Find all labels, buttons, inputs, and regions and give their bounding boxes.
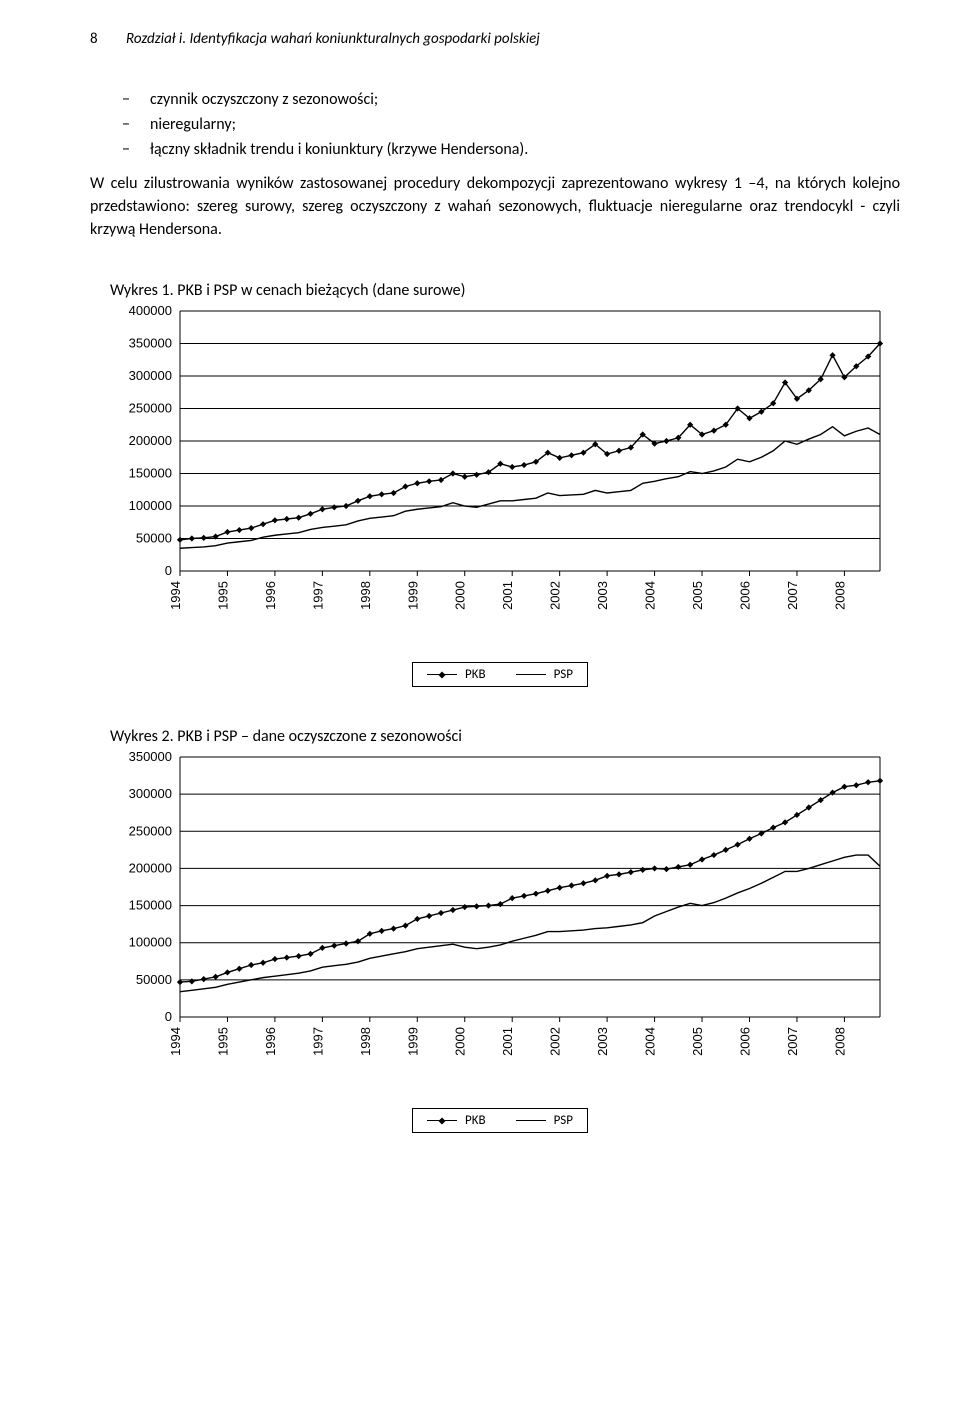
running-head: 8 Rozdział i. Identyfikacja wahań koniun… [90,30,900,48]
chart2-legend: PKB PSP [110,1108,890,1133]
svg-text:2002: 2002 [548,581,563,610]
svg-text:1994: 1994 [168,1027,183,1056]
svg-text:2005: 2005 [690,1027,705,1056]
svg-text:2008: 2008 [832,581,847,610]
svg-text:0: 0 [165,563,172,578]
page-number: 8 [90,30,98,48]
bullet-item: nieregularny; [150,113,900,136]
chart1-title: Wykres 1. PKB i PSP w cenach bieżących (… [110,281,900,300]
svg-text:50000: 50000 [136,972,172,987]
chart2-title: Wykres 2. PKB i PSP – dane oczyszczone z… [110,727,900,746]
chart2-svg: 0 50000 100000 150000 200000 250000 300000 3500… [110,752,890,1102]
legend-pkb: PKB [427,1113,486,1128]
svg-text:150000: 150000 [129,466,172,481]
svg-text:1994: 1994 [168,581,183,610]
svg-text:1999: 1999 [405,1027,420,1056]
svg-text:0: 0 [165,1009,172,1024]
legend-line-icon [516,674,546,675]
svg-text:2004: 2004 [643,1027,658,1056]
svg-text:2001: 2001 [500,581,515,610]
svg-text:350000: 350000 [129,752,172,764]
svg-text:250000: 250000 [129,401,172,416]
svg-text:1997: 1997 [310,1027,325,1056]
svg-text:200000: 200000 [129,861,172,876]
paragraph: W celu zilustrowania wyników zastosowane… [90,172,900,242]
legend-psp: PSP [516,1113,573,1128]
bullet-item: łączny składnik trendu i koniunktury (kr… [150,138,900,161]
svg-text:2000: 2000 [453,1027,468,1056]
legend-label: PKB [465,1113,486,1128]
svg-text:2000: 2000 [453,581,468,610]
bullet-item: czynnik oczyszczony z sezonowości; [150,88,900,111]
legend-label: PKB [465,667,486,682]
svg-text:2003: 2003 [595,1027,610,1056]
svg-text:2008: 2008 [832,1027,847,1056]
svg-text:2004: 2004 [643,581,658,610]
svg-text:100000: 100000 [129,498,172,513]
legend-label: PSP [554,667,573,682]
svg-text:100000: 100000 [129,935,172,950]
svg-text:300000: 300000 [129,368,172,383]
svg-text:250000: 250000 [129,823,172,838]
svg-text:150000: 150000 [129,898,172,913]
bullet-list: czynnik oczyszczony z sezonowości; niere… [90,88,900,162]
svg-text:1995: 1995 [215,1027,230,1056]
legend-pkb: PKB [427,667,486,682]
svg-text:1997: 1997 [310,581,325,610]
chart1: 0 50000 100000 150000 200000 250000 300000 3500… [110,306,890,687]
svg-text:2006: 2006 [737,581,752,610]
chart2: 0 50000 100000 150000 200000 250000 300000 3500… [110,752,890,1133]
svg-text:1996: 1996 [263,1027,278,1056]
svg-text:2005: 2005 [690,581,705,610]
chart1-legend: PKB PSP [110,662,890,687]
legend-line-icon [427,1120,457,1121]
svg-text:350000: 350000 [129,336,172,351]
svg-text:1998: 1998 [358,1027,373,1056]
running-title: Rozdział i. Identyfikacja wahań koniunkt… [126,30,540,48]
svg-text:200000: 200000 [129,433,172,448]
svg-text:2002: 2002 [548,1027,563,1056]
svg-text:2006: 2006 [737,1027,752,1056]
svg-text:2007: 2007 [785,581,800,610]
svg-text:300000: 300000 [129,786,172,801]
svg-text:2007: 2007 [785,1027,800,1056]
chart1-svg: 0 50000 100000 150000 200000 250000 300000 3500… [110,306,890,656]
legend-psp: PSP [516,667,573,682]
legend-line-icon [427,674,457,675]
legend-line-icon [516,1120,546,1121]
svg-text:2003: 2003 [595,581,610,610]
svg-text:1999: 1999 [405,581,420,610]
svg-text:50000: 50000 [136,531,172,546]
svg-text:1995: 1995 [215,581,230,610]
svg-text:1998: 1998 [358,581,373,610]
svg-text:1996: 1996 [263,581,278,610]
svg-text:400000: 400000 [129,306,172,318]
svg-text:2001: 2001 [500,1027,515,1056]
legend-label: PSP [554,1113,573,1128]
